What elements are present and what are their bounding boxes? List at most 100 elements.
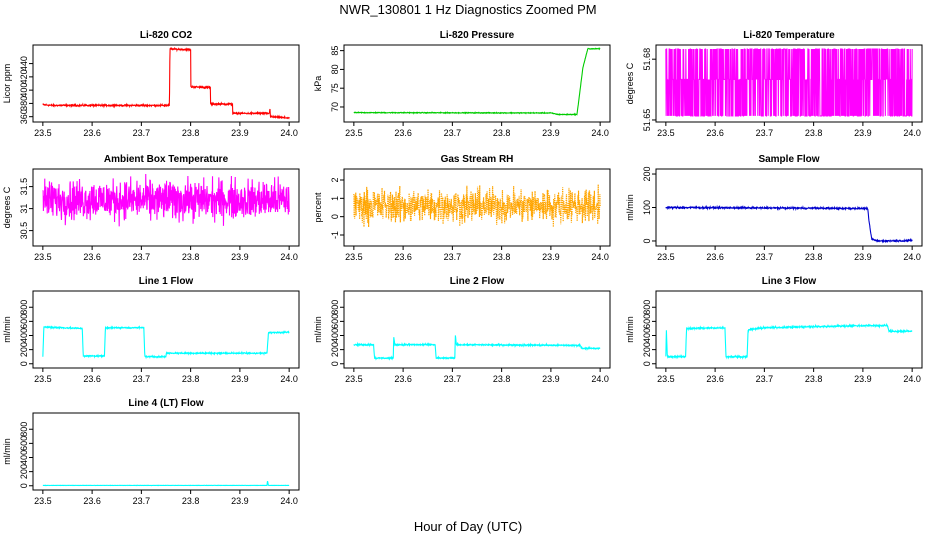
panel-5-y-tick-label: 1 — [330, 196, 340, 201]
panel-3-plot-frame — [655, 44, 923, 123]
panel-7-y-tick-label: 400 — [19, 328, 29, 343]
panel-5-y-tick-label: -1 — [330, 231, 340, 239]
panel-1-x-tick-label: 23.8 — [182, 128, 200, 138]
panel-9-y-axis-label: ml/min — [625, 316, 635, 343]
panel-1-x-tick-label: 23.7 — [133, 128, 151, 138]
panel-5: Gas Stream RH 23.5 23.6 23.7 23.8 23.9 24.0 -1 0… — [313, 154, 611, 262]
panel-4-x-tick-label: 23.7 — [133, 252, 151, 262]
panel-7-y-tick-label: 200 — [19, 342, 29, 357]
chart-panels: Li-820 CO2 23.5 23.6 23.7 23.8 23.9 24.0 360380… — [2, 30, 923, 506]
panel-6-y-tick-label: 0 — [642, 238, 652, 243]
panel-10-x-tick-label: 23.6 — [83, 496, 101, 506]
panel-9-plot-frame — [655, 290, 923, 369]
panel-1-y-tick-label: 420 — [19, 69, 29, 84]
panel-1-y-tick-label: 400 — [19, 83, 29, 98]
panel-10-x-tick-label: 23.7 — [133, 496, 151, 506]
panel-5-title: Gas Stream RH — [441, 154, 514, 165]
panel-8-y-tick-label: 800 — [330, 300, 340, 315]
panel-3-x-tick-label: 23.7 — [756, 128, 774, 138]
panel-8-plot-frame — [343, 290, 611, 369]
panel-9-y-tick-label: 400 — [642, 328, 652, 343]
panel-4-x-tick-label: 23.8 — [182, 252, 200, 262]
panel-5-plot-frame — [343, 168, 611, 247]
panel-10: Line 4 (LT) Flow 23.5 23.6 23.7 23.8 23.9 24.0… — [2, 398, 300, 506]
panel-6-x-tick-label: 23.9 — [854, 252, 872, 262]
panel-8-y-tick-label: 400 — [330, 328, 340, 343]
panel-3: Li-820 Temperature 23.5 23.6 23.7 23.8 23.9 24… — [625, 30, 923, 138]
panel-10-x-tick-label: 23.5 — [34, 496, 52, 506]
panel-5-x-tick-label: 23.6 — [394, 252, 412, 262]
panel-9-y-tick-label: 600 — [642, 314, 652, 329]
panel-6-x-tick-label: 23.8 — [805, 252, 823, 262]
panel-10-y-tick-label: 0 — [19, 483, 29, 488]
panel-2-y-tick-label: 85 — [330, 46, 340, 56]
panel-8-series-line — [353, 335, 601, 361]
panel-1: Li-820 CO2 23.5 23.6 23.7 23.8 23.9 24.0 360380… — [2, 30, 300, 138]
panel-7-y-axis-label: ml/min — [2, 316, 12, 343]
panel-10-y-tick-label: 600 — [19, 436, 29, 451]
panel-4-y-tick-label: 31 — [19, 204, 29, 214]
panel-7-x-tick-label: 23.9 — [231, 374, 249, 384]
panel-5-x-tick-label: 23.9 — [542, 252, 560, 262]
panel-5-y-axis-label: percent — [313, 192, 323, 223]
panel-6-y-axis-label: ml/min — [625, 194, 635, 221]
panel-2-x-tick-label: 23.7 — [444, 128, 462, 138]
panel-8-x-tick-label: 23.9 — [542, 374, 560, 384]
panel-7-x-tick-label: 23.7 — [133, 374, 151, 384]
panel-2-title: Li-820 Pressure — [440, 30, 515, 41]
panel-1-y-axis-label: Licor ppm — [2, 64, 12, 104]
panel-9-x-tick-label: 23.8 — [805, 374, 823, 384]
panel-9-x-tick-label: 23.7 — [756, 374, 774, 384]
panel-7-x-tick-label: 23.8 — [182, 374, 200, 384]
panel-8: Line 2 Flow 23.5 23.6 23.7 23.8 23.9 24.0 0 2004… — [313, 276, 611, 384]
panel-3-x-tick-label: 23.8 — [805, 128, 823, 138]
panel-6-series-line — [665, 204, 913, 244]
panel-9: Line 3 Flow 23.5 23.6 23.7 23.8 23.9 24.0 0 2004… — [625, 276, 923, 384]
panel-8-x-tick-label: 23.7 — [444, 374, 462, 384]
panel-10-y-tick-label: 400 — [19, 450, 29, 465]
figure-title: NWR_130801 1 Hz Diagnostics Zoomed PM — [339, 2, 596, 17]
panel-3-y-tick-label: 51.65 — [642, 109, 652, 132]
panel-10-series-line — [42, 481, 290, 487]
panel-6-y-tick-label: 100 — [642, 200, 652, 215]
panel-2-y-axis-label: kPa — [313, 76, 323, 92]
panel-1-y-tick-label: 380 — [19, 96, 29, 111]
panel-8-y-tick-label: 200 — [330, 342, 340, 357]
panel-5-series-line — [353, 184, 601, 228]
panel-7-y-tick-label: 0 — [19, 361, 29, 366]
panel-3-x-tick-label: 23.5 — [657, 128, 675, 138]
panel-3-y-axis-label: degrees C — [625, 62, 635, 104]
panel-3-title: Li-820 Temperature — [743, 30, 835, 41]
panel-7-series-line — [42, 325, 290, 360]
panel-4-y-tick-label: 31.5 — [19, 178, 29, 196]
panel-10-x-tick-label: 23.8 — [182, 496, 200, 506]
panel-2-x-tick-label: 23.5 — [345, 128, 363, 138]
panel-3-series-line — [665, 48, 913, 117]
panel-1-x-tick-label: 23.9 — [231, 128, 249, 138]
panel-9-x-tick-label: 23.9 — [854, 374, 872, 384]
panel-8-y-axis-label: ml/min — [313, 316, 323, 343]
panel-2-x-tick-label: 24.0 — [591, 128, 609, 138]
panel-1-series-line — [42, 46, 290, 120]
panel-6-title: Sample Flow — [758, 154, 819, 165]
panel-7-x-tick-label: 23.6 — [83, 374, 101, 384]
panel-6-x-tick-label: 23.6 — [706, 252, 724, 262]
panel-7-plot-frame — [32, 290, 300, 369]
panel-1-title: Li-820 CO2 — [140, 30, 193, 41]
panel-7-x-tick-label: 23.5 — [34, 374, 52, 384]
panel-5-x-tick-label: 23.7 — [444, 252, 462, 262]
panel-5-x-tick-label: 24.0 — [591, 252, 609, 262]
panel-8-x-tick-label: 24.0 — [591, 374, 609, 384]
panel-10-plot-frame — [32, 412, 300, 491]
panel-1-x-tick-label: 23.6 — [83, 128, 101, 138]
panel-5-x-tick-label: 23.8 — [493, 252, 511, 262]
panel-2-y-tick-label: 75 — [330, 83, 340, 93]
panel-8-x-tick-label: 23.6 — [394, 374, 412, 384]
panel-9-x-tick-label: 23.5 — [657, 374, 675, 384]
panel-6: Sample Flow 23.5 23.6 23.7 23.8 23.9 24.0 0 100 2… — [625, 154, 923, 262]
panel-6-x-tick-label: 23.5 — [657, 252, 675, 262]
panel-9-y-tick-label: 200 — [642, 342, 652, 357]
panel-9-x-tick-label: 23.6 — [706, 374, 724, 384]
panel-3-x-tick-label: 23.9 — [854, 128, 872, 138]
panel-9-x-tick-label: 24.0 — [903, 374, 921, 384]
